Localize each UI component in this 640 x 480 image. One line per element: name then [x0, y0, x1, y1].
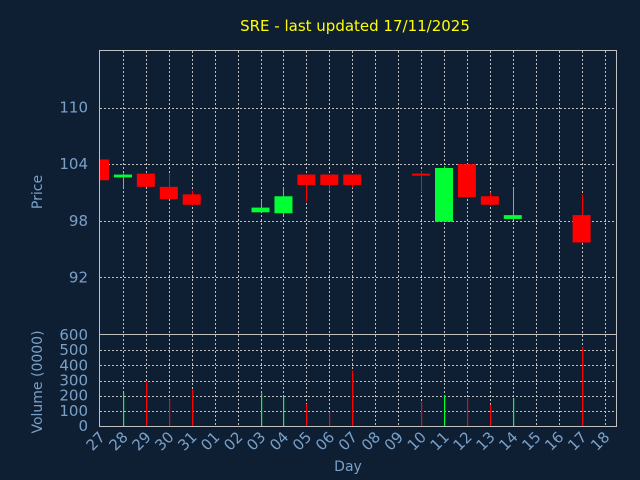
volume-bar	[352, 370, 354, 426]
price-tick-label: 98	[69, 212, 88, 230]
volume-axis-label: Volume (0000)	[30, 330, 46, 433]
candle-body	[297, 174, 316, 185]
candle-body	[136, 173, 155, 187]
volume-plot-frame	[99, 334, 617, 427]
candle-body	[412, 173, 431, 176]
day-axis-label: Day	[334, 459, 362, 475]
volume-bar	[513, 397, 515, 426]
volume-tick-label: 500	[59, 341, 88, 359]
candle-body	[343, 174, 362, 185]
volume-gridlines	[100, 335, 616, 426]
volume-bar	[192, 389, 194, 426]
volume-tick-label: 100	[59, 402, 88, 420]
volume-tick-label: 300	[59, 372, 88, 390]
candle-body	[503, 215, 522, 219]
volume-bar	[421, 401, 423, 426]
candle-body	[435, 167, 453, 222]
candle-body	[274, 196, 293, 214]
volume-tick-label: 0	[78, 417, 88, 435]
volume-bar	[169, 399, 171, 426]
price-tick-label: 92	[69, 268, 88, 286]
candle-body	[572, 215, 591, 243]
chart-title: SRE - last updated 17/11/2025	[240, 17, 470, 35]
candlestick-series	[100, 159, 591, 243]
volume-bar	[582, 347, 584, 426]
volume-bar	[444, 394, 446, 426]
candle-body	[251, 207, 270, 213]
price-tick-label: 110	[59, 99, 88, 117]
candle-body	[182, 194, 201, 205]
volume-bar	[261, 393, 263, 426]
volume-tick-label: 200	[59, 387, 88, 405]
price-tick-label: 104	[59, 155, 88, 173]
candle-body	[480, 196, 499, 205]
candle-body	[113, 174, 132, 178]
volume-bar	[283, 396, 285, 426]
volume-tick-label: 400	[59, 356, 88, 374]
price-axis-label: Price	[30, 175, 46, 209]
day-tick-labels: 2728293031010203040506070809101112131415…	[83, 428, 614, 454]
volume-tick-label: 600	[59, 326, 88, 344]
volume-bar	[146, 382, 148, 426]
volume-series	[123, 347, 584, 426]
volume-bar	[329, 412, 331, 426]
candle-body	[159, 186, 178, 200]
candle-body	[100, 159, 109, 181]
volume-bar	[467, 397, 469, 426]
volume-bar	[123, 392, 125, 426]
volume-bar	[490, 404, 492, 426]
volume-bar	[306, 404, 308, 426]
day-tick-label: 18	[587, 428, 613, 454]
candle-body	[457, 164, 476, 198]
candle-body	[320, 174, 339, 185]
price-tick-labels: 92 98 104 110	[59, 99, 88, 287]
